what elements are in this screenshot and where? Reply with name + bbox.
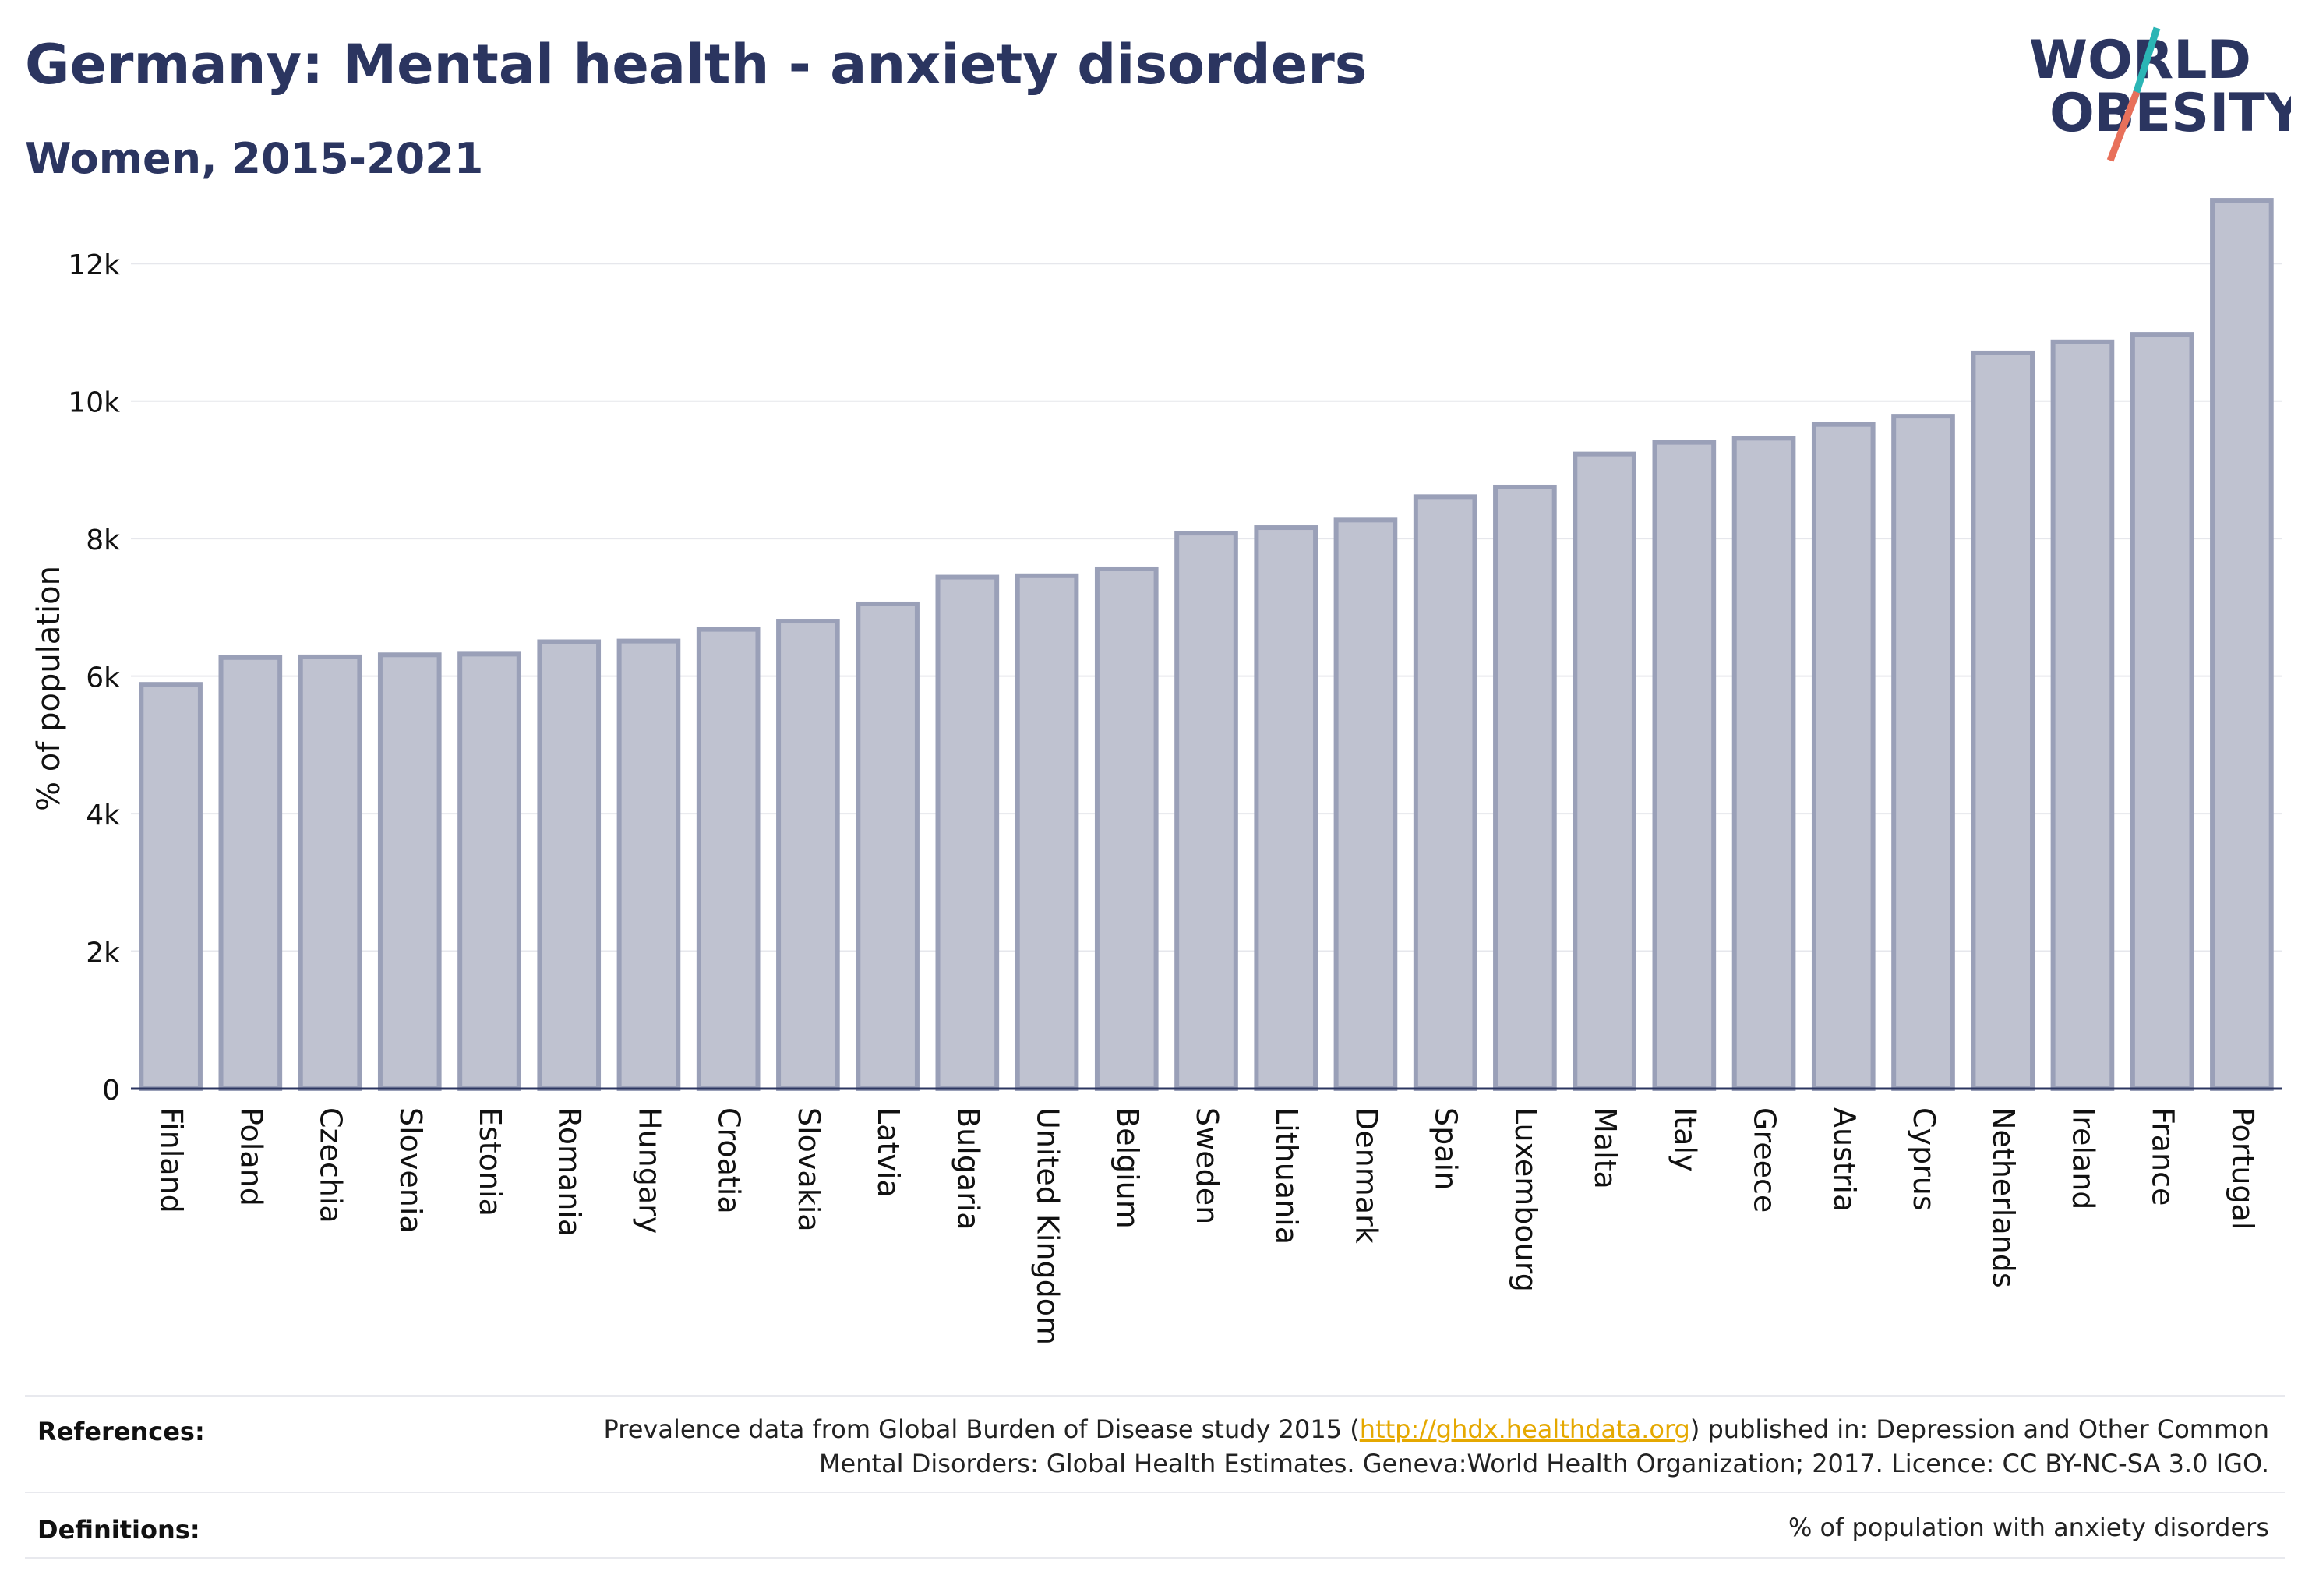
x-tick-label: Lithuania	[1269, 1107, 1304, 1245]
x-tick-label: Hungary	[632, 1107, 666, 1234]
logo-slash-teal	[2130, 26, 2161, 103]
bar	[1333, 517, 1398, 1091]
y-tick-label: 0	[102, 1075, 120, 1107]
x-tick-label: Estonia	[473, 1107, 507, 1216]
references-pre: Prevalence data from Global Burden of Di…	[603, 1414, 1360, 1444]
bar	[1174, 531, 1238, 1091]
bar	[1254, 525, 1318, 1091]
x-tick-label: Cyprus	[1907, 1107, 1941, 1211]
x-tick-label: Poland	[234, 1107, 268, 1206]
x-tick-label: Sweden	[1190, 1107, 1224, 1224]
bar	[298, 654, 362, 1091]
bar	[696, 627, 761, 1091]
bar	[1891, 414, 1955, 1091]
bar	[935, 574, 1000, 1091]
bar	[1652, 440, 1717, 1091]
x-tick-label: France	[2146, 1107, 2180, 1206]
logo-line2: OBESITY	[2049, 83, 2291, 144]
y-tick-label: 2k	[86, 937, 120, 969]
references-link[interactable]: http://ghdx.healthdata.org	[1359, 1414, 1690, 1444]
bar	[139, 682, 203, 1091]
x-tick-label: Slovenia	[394, 1107, 428, 1234]
bars	[139, 198, 2274, 1091]
x-tick-label: Romania	[552, 1107, 587, 1237]
axes: 0 2k 4k 6k 8k 10k 12k Finland Poland Czechia Slove…	[68, 249, 2282, 1345]
x-tick-label: Luxembourg	[1509, 1107, 1543, 1292]
bar	[377, 652, 442, 1091]
x-tick-label: Slovakia	[792, 1107, 826, 1232]
references-post: ) published in: Depression and Other Com…	[1689, 1414, 2269, 1444]
y-tick-label: 4k	[86, 800, 120, 832]
x-tick-label: Spain	[1429, 1107, 1463, 1190]
x-tick-label: Denmark	[1349, 1107, 1383, 1244]
x-tick-label: Latvia	[871, 1107, 905, 1198]
footer-divider-top	[25, 1395, 2285, 1396]
x-tick-label: Belgium	[1110, 1107, 1145, 1229]
bar-chart: 0 2k 4k 6k 8k 10k 12k Finland Poland Czechia Slove…	[31, 198, 2282, 1345]
footer-divider-mid	[25, 1492, 2285, 1493]
x-tick-label: United Kingdom	[1031, 1107, 1065, 1345]
bar	[1971, 350, 2035, 1091]
x-tick-label: Greece	[1748, 1107, 1782, 1213]
x-tick-label: Malta	[1588, 1107, 1622, 1189]
y-tick-label: 10k	[68, 387, 120, 419]
definitions-label: Definitions:	[37, 1515, 200, 1545]
x-tick-label: Ireland	[2066, 1107, 2100, 1209]
references-line2: Mental Disorders: Global Health Estimate…	[818, 1449, 2269, 1478]
x-tick-label: Finland	[154, 1107, 189, 1213]
definitions-text: % of population with anxiety disorders	[1788, 1513, 2269, 1542]
bar	[856, 601, 920, 1091]
x-tick-label: Bulgaria	[951, 1107, 985, 1231]
bar	[2130, 332, 2194, 1091]
chart-title: Germany: Mental health - anxiety disorde…	[25, 33, 1368, 97]
bar	[537, 639, 602, 1091]
bar	[2210, 198, 2274, 1091]
bar	[1015, 573, 1079, 1091]
x-tick-label: Netherlands	[1986, 1107, 2021, 1288]
bar	[1731, 436, 1796, 1091]
x-tick-label: Portugal	[2226, 1107, 2260, 1230]
y-tick-label: 6k	[86, 662, 120, 694]
x-tick-label: Croatia	[712, 1107, 747, 1214]
footer-divider-bottom	[25, 1557, 2285, 1559]
bar	[218, 655, 283, 1091]
references-text: Prevalence data from Global Burden of Di…	[604, 1412, 2269, 1481]
x-tick-label: Italy	[1668, 1107, 1702, 1171]
bar	[1493, 484, 1557, 1091]
chart-subtitle: Women, 2015-2021	[25, 134, 484, 183]
x-tick-label: Austria	[1827, 1107, 1862, 1212]
x-tick-label: Czechia	[314, 1107, 348, 1223]
bar	[1094, 566, 1159, 1091]
bar	[457, 651, 521, 1091]
bar	[2050, 339, 2115, 1091]
y-axis-label: % of population	[31, 566, 67, 811]
bar	[1413, 494, 1477, 1091]
bar	[1811, 422, 1876, 1091]
bar	[616, 638, 681, 1091]
world-obesity-logo: WORLD OBESITY	[2029, 26, 2291, 162]
bar	[1573, 451, 1636, 1091]
bar	[776, 619, 840, 1091]
references-label: References:	[37, 1417, 205, 1446]
y-tick-label: 8k	[86, 524, 120, 556]
logo-slash-coral	[2106, 90, 2141, 162]
y-tick-label: 12k	[68, 249, 120, 281]
